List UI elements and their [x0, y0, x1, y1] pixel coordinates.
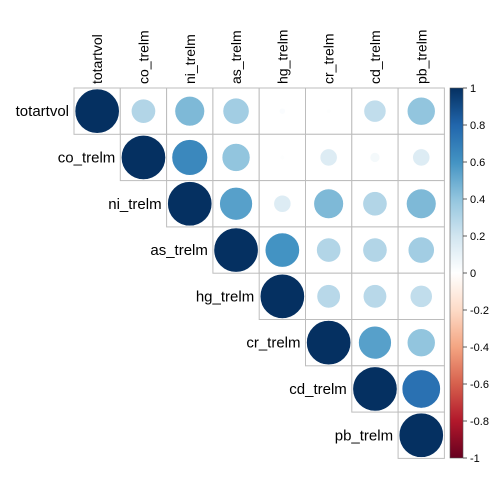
corr-circle-as_trelm-cr_trelm	[316, 237, 342, 263]
row-label-totartvol: totartvol	[16, 103, 69, 120]
corr-circle-co_trelm-as_trelm	[221, 143, 251, 172]
corr-circle-totartvol-as_trelm	[222, 97, 250, 125]
corr-circle-ni_trelm-cr_trelm	[313, 188, 344, 219]
row-label-hg_trelm: hg_trelm	[196, 288, 254, 305]
row-label-co_trelm: co_trelm	[58, 149, 116, 166]
col-label-hg_trelm: hg_trelm	[274, 30, 290, 84]
corr-circle-hg_trelm-hg_trelm	[259, 273, 305, 319]
col-label-as_trelm: as_trelm	[228, 30, 244, 84]
colorbar-tick-label: -0.4	[470, 342, 489, 354]
corr-circle-ni_trelm-pb_trelm	[406, 188, 437, 219]
corr-circle-totartvol-co_trelm	[131, 98, 156, 124]
corr-circle-cd_trelm-pb_trelm	[401, 369, 441, 409]
corr-circle-cr_trelm-cd_trelm	[358, 325, 392, 360]
colorbar-tick-label: 1	[470, 83, 476, 95]
colorbar-tick-label: -1	[470, 453, 480, 465]
corr-circle-co_trelm-cd_trelm	[369, 152, 381, 163]
colorbar-tick-label: 0.6	[470, 157, 485, 169]
row-label-as_trelm: as_trelm	[150, 242, 208, 259]
corr-circle-ni_trelm-as_trelm	[219, 187, 253, 221]
corr-circle-ni_trelm-cd_trelm	[362, 191, 388, 217]
col-label-cr_trelm: cr_trelm	[321, 33, 337, 84]
col-label-ni_trelm: ni_trelm	[182, 34, 198, 84]
corr-circle-totartvol-ni_trelm	[174, 95, 205, 127]
corr-circle-pb_trelm-pb_trelm	[398, 412, 444, 458]
col-label-cd_trelm: cd_trelm	[367, 30, 383, 84]
corr-circle-hg_trelm-pb_trelm	[409, 284, 433, 308]
cell-co_trelm-cd_trelm	[351, 133, 399, 182]
corr-circle-totartvol-cd_trelm	[363, 99, 387, 123]
corr-circle-as_trelm-pb_trelm	[407, 236, 435, 264]
corr-circle-hg_trelm-cd_trelm	[362, 284, 387, 309]
row-labels: totartvol co_trelm ni_trelm as_trelm hg_trel…	[16, 103, 393, 444]
corr-circle-cd_trelm-cd_trelm	[352, 366, 398, 412]
corr-circle-cr_trelm-cr_trelm	[306, 320, 352, 366]
colorbar: 1 0.8 0.6 0.4 0.2 0 -0.2 -0.4 -0.6 -0.8 -1	[449, 83, 489, 465]
corr-circle-co_trelm-ni_trelm	[171, 139, 208, 176]
colorbar-tick-label: -0.6	[470, 379, 489, 391]
row-label-cd_trelm: cd_trelm	[289, 381, 347, 398]
column-labels: totartvol co_trelm ni_trelm as_trelm hg_trel…	[89, 30, 429, 84]
col-label-pb_trelm: pb_trelm	[413, 30, 429, 84]
corr-circle-co_trelm-cr_trelm	[319, 148, 338, 167]
col-label-totartvol: totartvol	[89, 34, 105, 84]
corr-circle-as_trelm-hg_trelm	[264, 232, 300, 268]
corr-circle-co_trelm-co_trelm	[120, 135, 166, 180]
colorbar-tick-label: 0	[470, 268, 476, 280]
colorbar-tick-label: -0.2	[470, 305, 489, 317]
corr-circle-ni_trelm-ni_trelm	[167, 181, 213, 227]
corr-circle-totartvol-cr_trelm	[326, 108, 332, 114]
colorbar-tick-label: 0.8	[470, 120, 485, 132]
colorbar-gradient	[449, 87, 464, 459]
corr-circle-ni_trelm-hg_trelm	[273, 194, 292, 213]
row-label-ni_trelm: ni_trelm	[108, 196, 161, 213]
row-label-pb_trelm: pb_trelm	[335, 427, 393, 444]
corr-circle-as_trelm-as_trelm	[213, 227, 259, 273]
colorbar-tick-label: 0.4	[470, 194, 485, 206]
corr-circle-as_trelm-cd_trelm	[362, 237, 388, 263]
corr-circle-co_trelm-hg_trelm	[279, 154, 285, 160]
col-label-co_trelm: co_trelm	[135, 30, 151, 84]
corr-circle-totartvol-pb_trelm	[406, 96, 436, 126]
cell-totartvol-pb_trelm	[397, 87, 445, 135]
cell-grid	[73, 87, 445, 459]
corr-circle-co_trelm-pb_trelm	[412, 148, 431, 167]
corr-circle-cr_trelm-pb_trelm	[406, 328, 436, 357]
colorbar-tick-label: -0.8	[470, 416, 489, 428]
corr-circle-totartvol-totartvol	[74, 88, 120, 134]
corr-circle-totartvol-hg_trelm	[278, 107, 286, 115]
corr-circle-hg_trelm-cr_trelm	[316, 284, 341, 309]
colorbar-tick-label: 0.2	[470, 231, 485, 243]
row-label-cr_trelm: cr_trelm	[246, 335, 300, 352]
